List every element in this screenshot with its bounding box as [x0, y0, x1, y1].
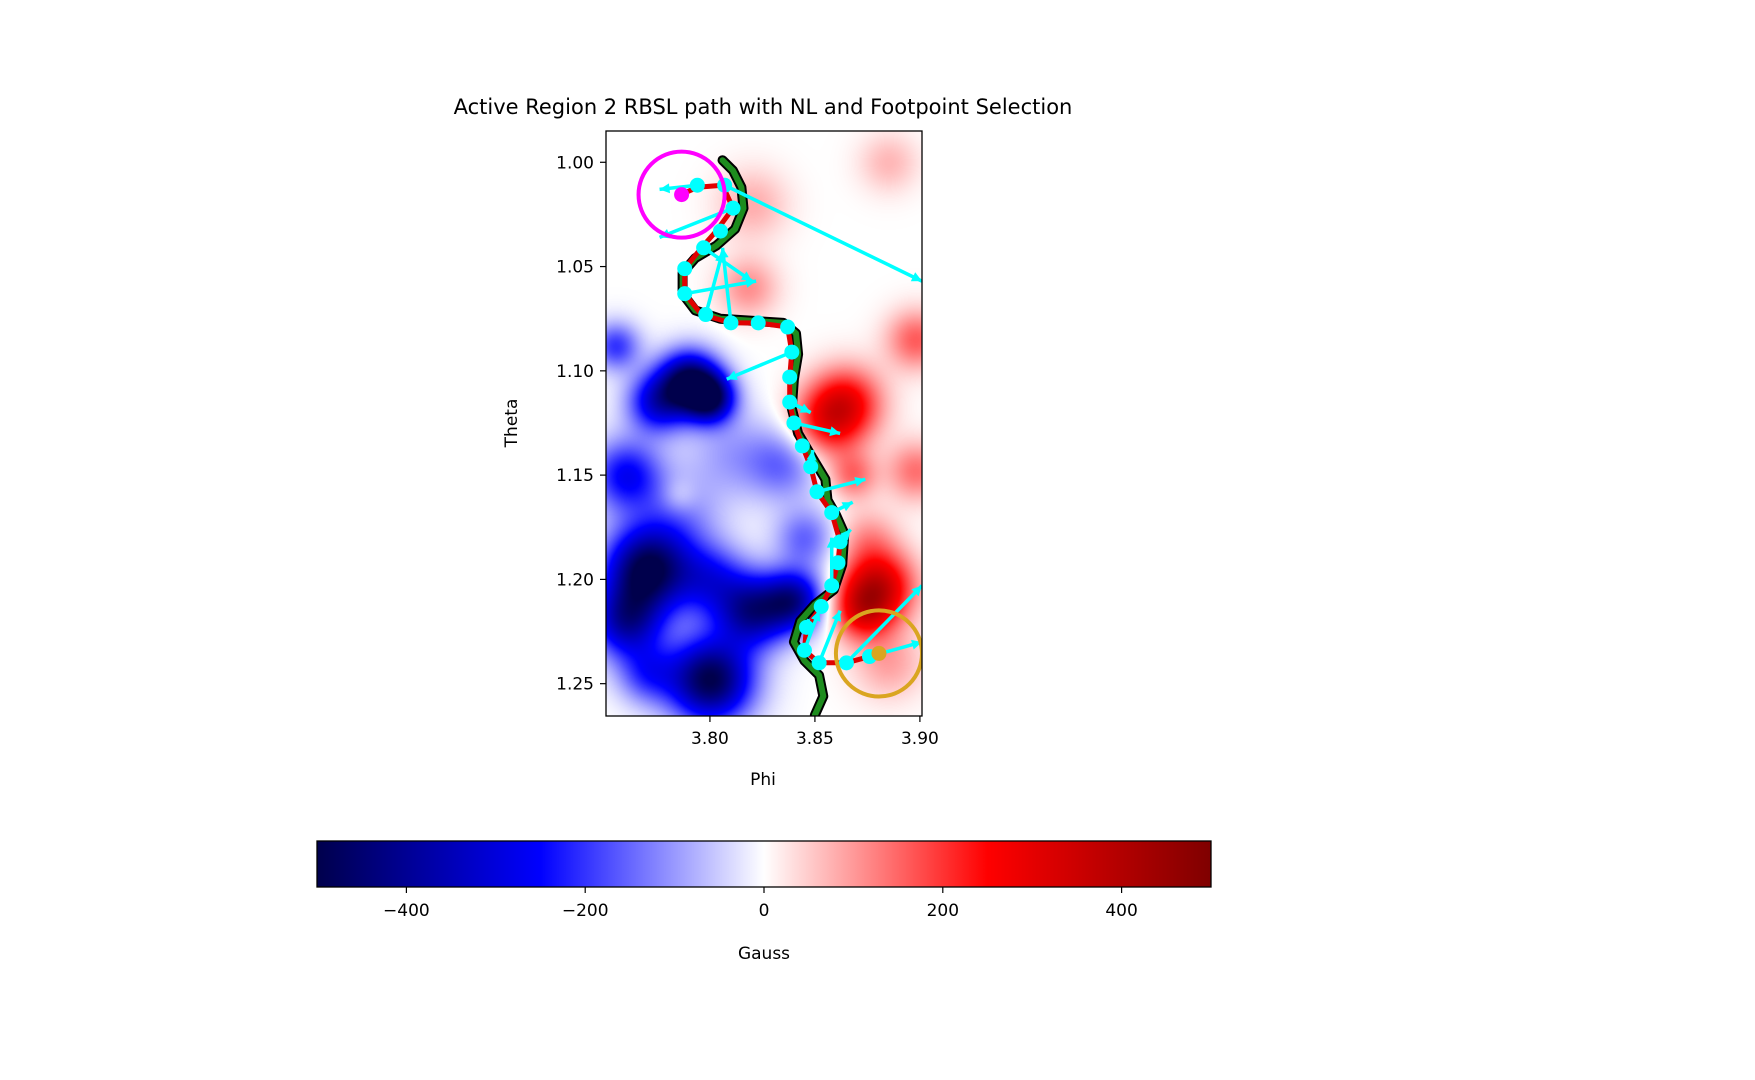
x-tick-label: 3.80	[691, 729, 729, 749]
path-point	[725, 200, 741, 216]
colorbar-tick-label: 400	[1105, 901, 1137, 921]
path-point	[782, 394, 798, 410]
field-vector-head	[810, 610, 821, 622]
field-vector	[817, 610, 842, 664]
colorbar-tick-label: −400	[383, 901, 430, 921]
field-vector-head	[745, 277, 757, 288]
field-vector-shaft	[723, 183, 922, 283]
path-point	[784, 344, 800, 360]
path-point	[794, 438, 810, 454]
plot-frame	[605, 130, 923, 717]
colorbar	[316, 840, 1212, 888]
field-vector	[793, 421, 841, 437]
field-vector-head	[910, 272, 922, 282]
field-vector-shaft	[704, 251, 725, 315]
path-point	[723, 315, 739, 331]
field-vector	[702, 246, 753, 283]
path-point	[696, 240, 712, 256]
footpoint-marker-negative	[674, 187, 690, 203]
field-vector-head	[799, 403, 811, 413]
path-point	[811, 655, 827, 671]
path-point	[832, 534, 848, 550]
path-point	[786, 415, 802, 431]
field-vector-head	[854, 476, 866, 487]
y-axis-label: Theta	[502, 399, 522, 449]
field-vector-head	[841, 502, 853, 512]
field-vector	[684, 277, 757, 296]
colorbar-tick-label: 200	[927, 901, 959, 921]
colorbar-tick-label: 0	[759, 901, 770, 921]
footpoint-region-negative	[636, 149, 727, 240]
footpoint-marker-positive	[871, 645, 887, 661]
field-vector-head	[659, 183, 671, 194]
field-vector-head	[740, 271, 752, 282]
path-point	[782, 369, 798, 385]
path-point	[824, 505, 840, 521]
path-point	[809, 484, 825, 500]
field-vector	[723, 183, 922, 283]
neutral-line	[679, 157, 848, 716]
field-vector	[726, 350, 793, 381]
path-point	[750, 315, 766, 331]
path-point	[780, 319, 796, 335]
y-tick-label: 1.20	[556, 570, 594, 590]
field-vector-shaft	[845, 584, 922, 665]
path-point	[838, 655, 854, 671]
y-tick-label: 1.00	[556, 153, 594, 173]
field-vector	[845, 584, 922, 665]
path-point	[712, 223, 728, 239]
field-vector-head	[806, 450, 817, 461]
path-point	[796, 642, 812, 658]
colorbar-label: Gauss	[738, 944, 790, 964]
path-point	[799, 619, 815, 635]
y-tick-label: 1.05	[556, 258, 594, 278]
x-tick-label: 3.85	[796, 729, 834, 749]
chart-title: Active Region 2 RBSL path with NL and Fo…	[454, 95, 1073, 119]
colorbar-tick-label: −200	[562, 901, 609, 921]
field-vector-head	[726, 370, 738, 380]
path-point	[824, 578, 840, 594]
x-axis-label: Phi	[750, 770, 776, 790]
field-vector-head	[840, 529, 851, 541]
path-point	[830, 555, 846, 571]
magnetogram-image	[606, 131, 922, 716]
field-vector-shaft	[684, 279, 757, 296]
y-tick-label: 1.15	[556, 466, 594, 486]
path-point	[813, 599, 829, 615]
path-point	[803, 459, 819, 475]
field-vector	[816, 476, 866, 494]
field-vector-shaft	[726, 350, 793, 381]
plot-area	[606, 131, 922, 716]
path-point	[677, 286, 693, 302]
y-tick-label: 1.25	[556, 675, 594, 695]
field-vector	[718, 247, 733, 324]
x-tick-label: 3.90	[901, 729, 939, 749]
path-point	[677, 261, 693, 277]
field-vector-head	[911, 585, 922, 597]
field-vector-shaft	[720, 247, 733, 324]
field-vector-head	[831, 610, 842, 622]
path-point	[698, 307, 714, 323]
field-vector-head	[718, 247, 729, 259]
field-vector-head	[829, 426, 841, 437]
path-point	[689, 177, 705, 193]
y-tick-label: 1.10	[556, 362, 594, 382]
